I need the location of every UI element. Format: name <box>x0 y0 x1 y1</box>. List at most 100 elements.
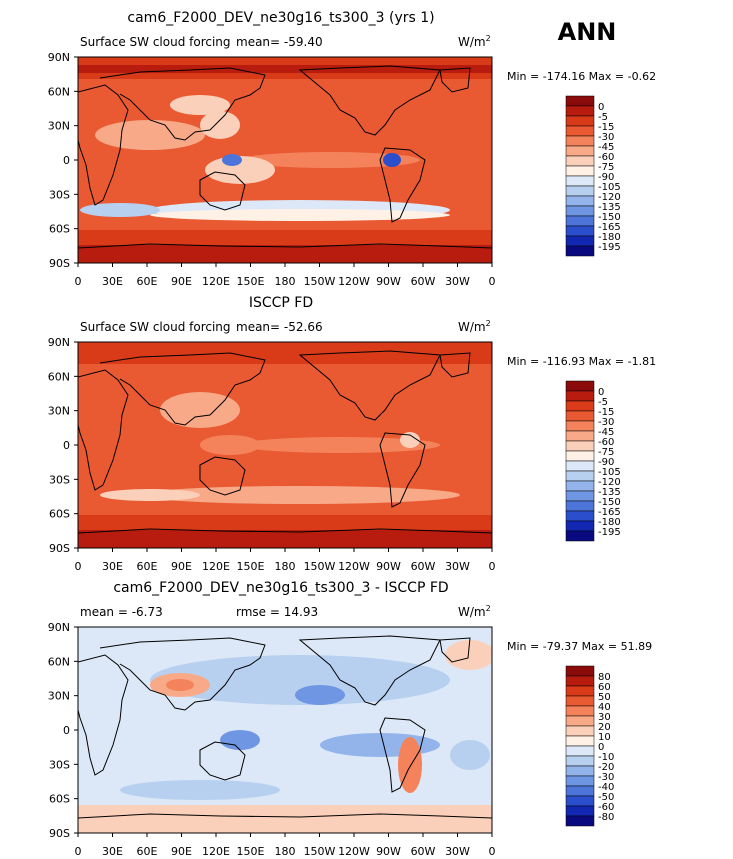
min-max-label: Min = -174.16 Max = -0.62 <box>507 70 656 83</box>
x-tick-label: 0 <box>489 845 496 858</box>
southern-midlat-band <box>140 486 460 504</box>
x-tick-label: 30W <box>445 560 470 573</box>
colorbar-swatch <box>565 755 595 767</box>
colorbar: 0-5-15-30-45-60-75-90-105-120-135-150-16… <box>565 380 621 542</box>
x-tick-label: 150E <box>237 275 265 288</box>
units-label: W/m2 <box>458 604 491 619</box>
colorbar-label: -135 <box>598 202 621 213</box>
panel-title: ISCCP FD <box>249 295 313 311</box>
colorbar-label: 40 <box>598 702 611 713</box>
colorbar-swatch <box>565 135 595 147</box>
x-tick-label: 60W <box>411 275 436 288</box>
x-tick-label: 150W <box>304 845 336 858</box>
west-pacific-light <box>200 111 240 139</box>
units-sup: 2 <box>486 604 491 613</box>
y-tick-label: 60N <box>48 655 70 668</box>
y-tick-label: 60S <box>49 793 70 806</box>
coast-africa <box>78 84 129 206</box>
colorbar-label: -45 <box>598 142 614 153</box>
colorbar-swatch <box>565 225 595 237</box>
colorbar-label: -105 <box>598 467 621 478</box>
panel-title: cam6_F2000_DEV_ne30g16_ts300_3 - ISCCP F… <box>113 580 448 596</box>
x-tick-label: 0 <box>75 845 82 858</box>
south-pacific-light <box>150 209 450 221</box>
y-tick-label: 0 <box>63 439 70 452</box>
y-tick-label: 90S <box>49 827 70 840</box>
coast-africa <box>78 654 129 776</box>
colorbar-label: -10 <box>598 752 614 763</box>
colorbar-swatch <box>565 235 595 247</box>
coast-south-america <box>379 432 426 508</box>
coastlines <box>78 350 492 534</box>
colorbar-label: 60 <box>598 682 611 693</box>
equatorial-band <box>240 152 420 168</box>
x-tick-label: 0 <box>75 560 82 573</box>
y-tick-label: 90S <box>49 542 70 555</box>
maritime-continent <box>200 435 260 455</box>
x-tick-label: 0 <box>489 560 496 573</box>
panel-diff: cam6_F2000_DEV_ne30g16_ts300_3 - ISCCP F… <box>48 580 652 858</box>
colorbar-label: -30 <box>598 132 614 143</box>
x-tick-label: 120E <box>202 275 230 288</box>
colorbar-swatch <box>565 500 595 512</box>
colorbar-swatch <box>565 460 595 472</box>
colorbar-label: -15 <box>598 122 614 133</box>
colorbar-swatch <box>565 125 595 137</box>
coast-australia <box>199 456 246 496</box>
colorbar-label: 20 <box>598 722 611 733</box>
colorbar-label: -50 <box>598 792 614 803</box>
colorbar-swatch <box>565 715 595 727</box>
colorbar-label: 10 <box>598 732 611 743</box>
colorbar-label: -165 <box>598 222 621 233</box>
colorbar-label: -5 <box>598 112 608 123</box>
colorbar-label: -20 <box>598 762 614 773</box>
y-tick-label: 0 <box>63 154 70 167</box>
north-pacific-minimum <box>295 685 345 705</box>
coast-eurasia <box>99 67 266 141</box>
units-text: W/m <box>458 605 486 619</box>
colorbar-swatch <box>565 815 595 827</box>
colorbar-swatch <box>565 155 595 167</box>
coast-north-america <box>298 65 441 136</box>
map-field <box>78 627 492 833</box>
colorbar-swatch <box>565 745 595 757</box>
coast-antarctica <box>78 813 492 819</box>
amazon-region <box>400 432 420 448</box>
x-tick-label: 90E <box>171 845 192 858</box>
colorbar-label: -60 <box>598 437 614 448</box>
y-tick-label: 30S <box>49 473 70 486</box>
x-tick-label: 60E <box>137 845 158 858</box>
colorbar-label: -40 <box>598 782 614 793</box>
coast-greenland <box>439 637 471 663</box>
x-tick-label: 30E <box>102 560 123 573</box>
x-tick-label: 180 <box>275 275 296 288</box>
coast-africa <box>78 369 129 491</box>
axis-ticks: 90N 60N 30N 0 30S 60S 90S 0 30E 60E 90E 120E 150E 180… <box>48 51 496 288</box>
x-tick-label: 150W <box>304 560 336 573</box>
colorbar-swatch <box>565 520 595 532</box>
colorbar-label: 50 <box>598 692 611 703</box>
coast-north-america <box>298 350 441 421</box>
antarctic-band <box>78 245 492 263</box>
colorbar-swatch <box>565 430 595 442</box>
colorbar-swatch <box>565 785 595 797</box>
axis-ticks: 90N 60N 30N 0 30S 60S 90S 0 30E 60E 90E 120E 150E 180… <box>48 336 496 573</box>
x-tick-label: 60W <box>411 560 436 573</box>
antarctic-band <box>78 805 492 833</box>
y-tick-label: 90N <box>48 336 70 349</box>
units-text: W/m <box>458 320 486 334</box>
map-field <box>78 57 492 263</box>
x-tick-label: 150W <box>304 275 336 288</box>
units-label: W/m2 <box>458 34 491 49</box>
colorbar-swatch <box>565 205 595 217</box>
y-tick-label: 0 <box>63 724 70 737</box>
colorbar-swatch <box>565 440 595 452</box>
x-tick-label: 60E <box>137 560 158 573</box>
colorbar-swatch <box>565 420 595 432</box>
x-tick-label: 120W <box>338 845 370 858</box>
east-asia-region <box>170 95 230 115</box>
colorbar-label: -5 <box>598 397 608 408</box>
units-sup: 2 <box>486 34 491 43</box>
x-tick-label: 150E <box>237 845 265 858</box>
